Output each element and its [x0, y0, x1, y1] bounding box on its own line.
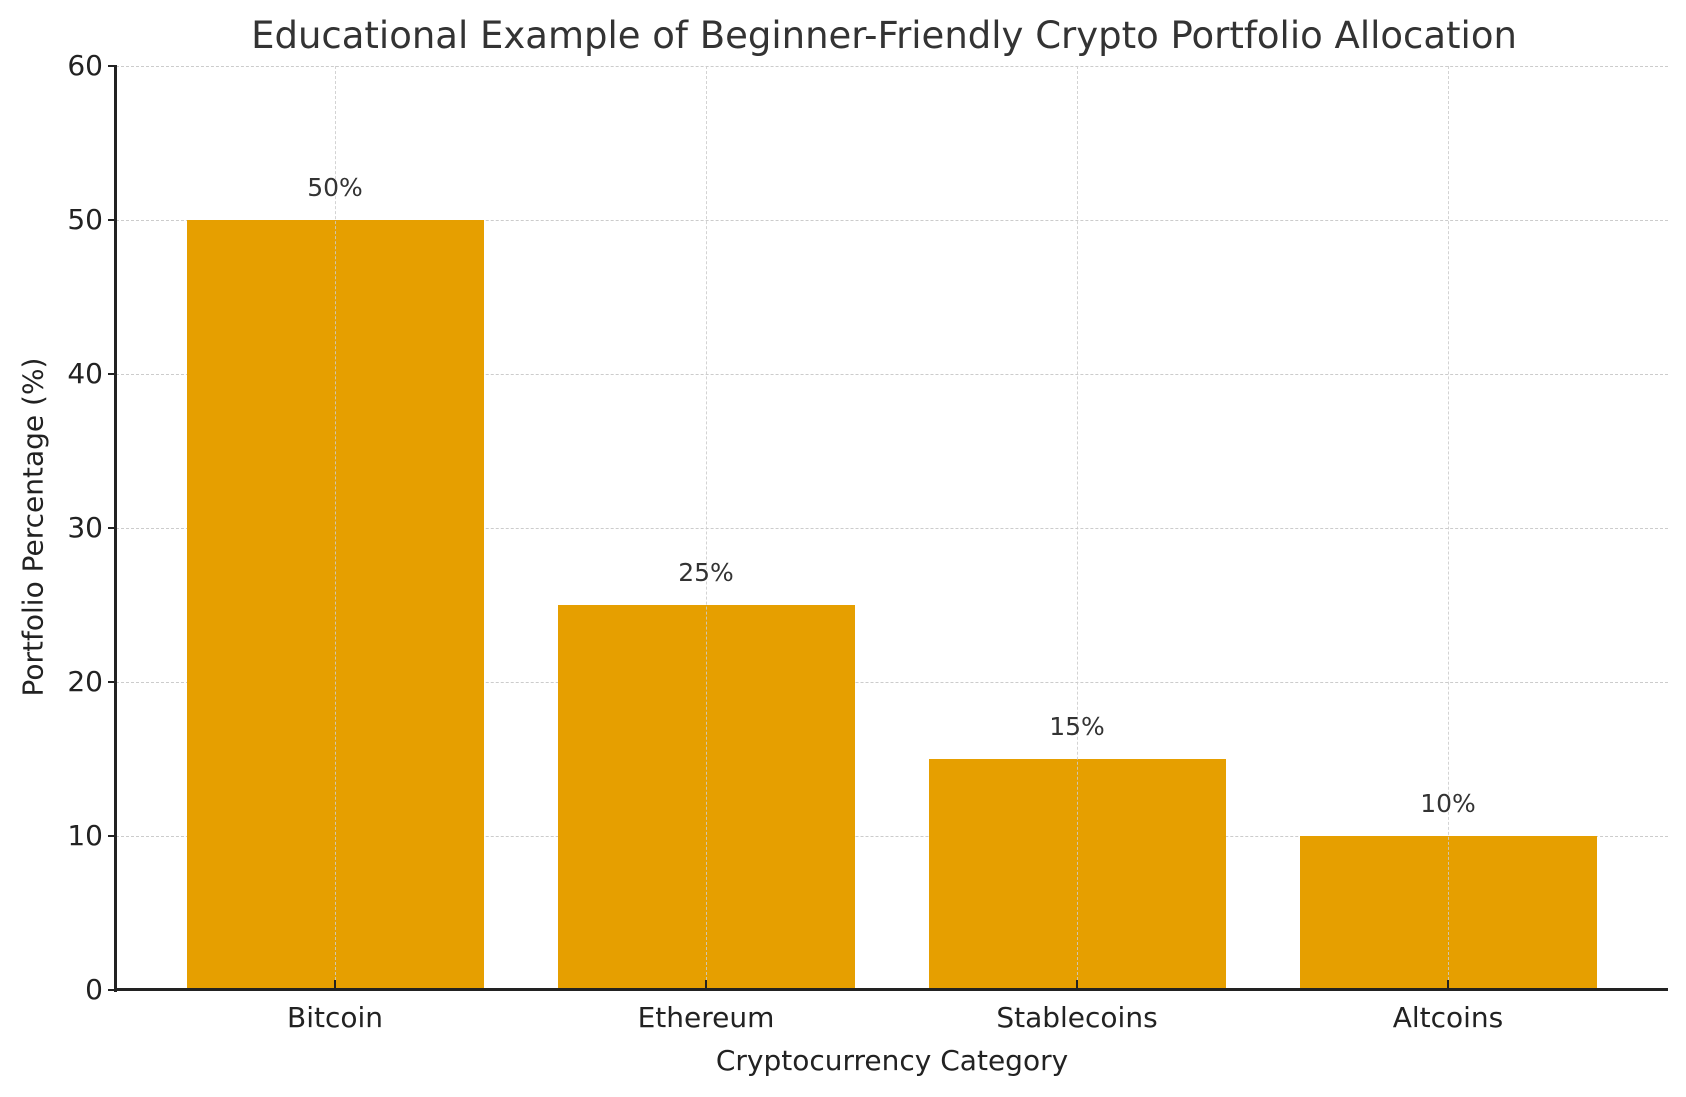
y-gridline [116, 374, 1668, 375]
y-tick-mark [108, 527, 116, 529]
x-gridline [706, 66, 707, 990]
x-axis-label: Cryptocurrency Category [715, 1044, 1069, 1077]
x-tick-label: Stablecoins [996, 1001, 1158, 1034]
y-tick-label: 50 [67, 203, 103, 236]
y-tick-label: 30 [67, 511, 103, 544]
y-gridline [116, 528, 1668, 529]
y-tick-mark [108, 65, 116, 67]
x-tick-label: Altcoins [1392, 1001, 1504, 1034]
bar-value-label: 50% [307, 173, 363, 202]
x-tick-mark [1447, 980, 1449, 990]
x-tick-label: Bitcoin [286, 1001, 384, 1034]
y-tick-label: 20 [67, 665, 103, 698]
x-gridline [1077, 66, 1078, 990]
bar-value-label: 15% [1049, 712, 1105, 741]
y-gridline [116, 682, 1668, 683]
y-tick-label: 0 [85, 973, 103, 1006]
y-tick-mark [108, 989, 116, 991]
y-gridline [116, 66, 1668, 67]
chart-title: Educational Example of Beginner-Friendly… [251, 14, 1517, 57]
x-tick-mark [1076, 980, 1078, 990]
x-tick-mark [705, 980, 707, 990]
x-axis-line [114, 988, 1668, 991]
y-axis-label: Portfolio Percentage (%) [16, 357, 50, 697]
bar-value-label: 25% [678, 558, 734, 587]
y-tick-label: 60 [67, 49, 103, 82]
x-tick-mark [334, 980, 336, 990]
x-tick-label: Ethereum [637, 1001, 775, 1034]
y-tick-label: 40 [67, 357, 103, 390]
y-tick-mark [108, 835, 116, 837]
x-gridline [1448, 66, 1449, 990]
y-tick-mark [108, 681, 116, 683]
x-gridline [335, 66, 336, 990]
y-gridline [116, 220, 1668, 221]
y-axis-line [114, 65, 117, 992]
y-tick-mark [108, 373, 116, 375]
bar-value-label: 10% [1420, 789, 1476, 818]
plot-area: 50% 25% 15% 10% [116, 66, 1668, 990]
y-tick-label: 10 [67, 819, 103, 852]
y-gridline [116, 836, 1668, 837]
y-tick-mark [108, 219, 116, 221]
